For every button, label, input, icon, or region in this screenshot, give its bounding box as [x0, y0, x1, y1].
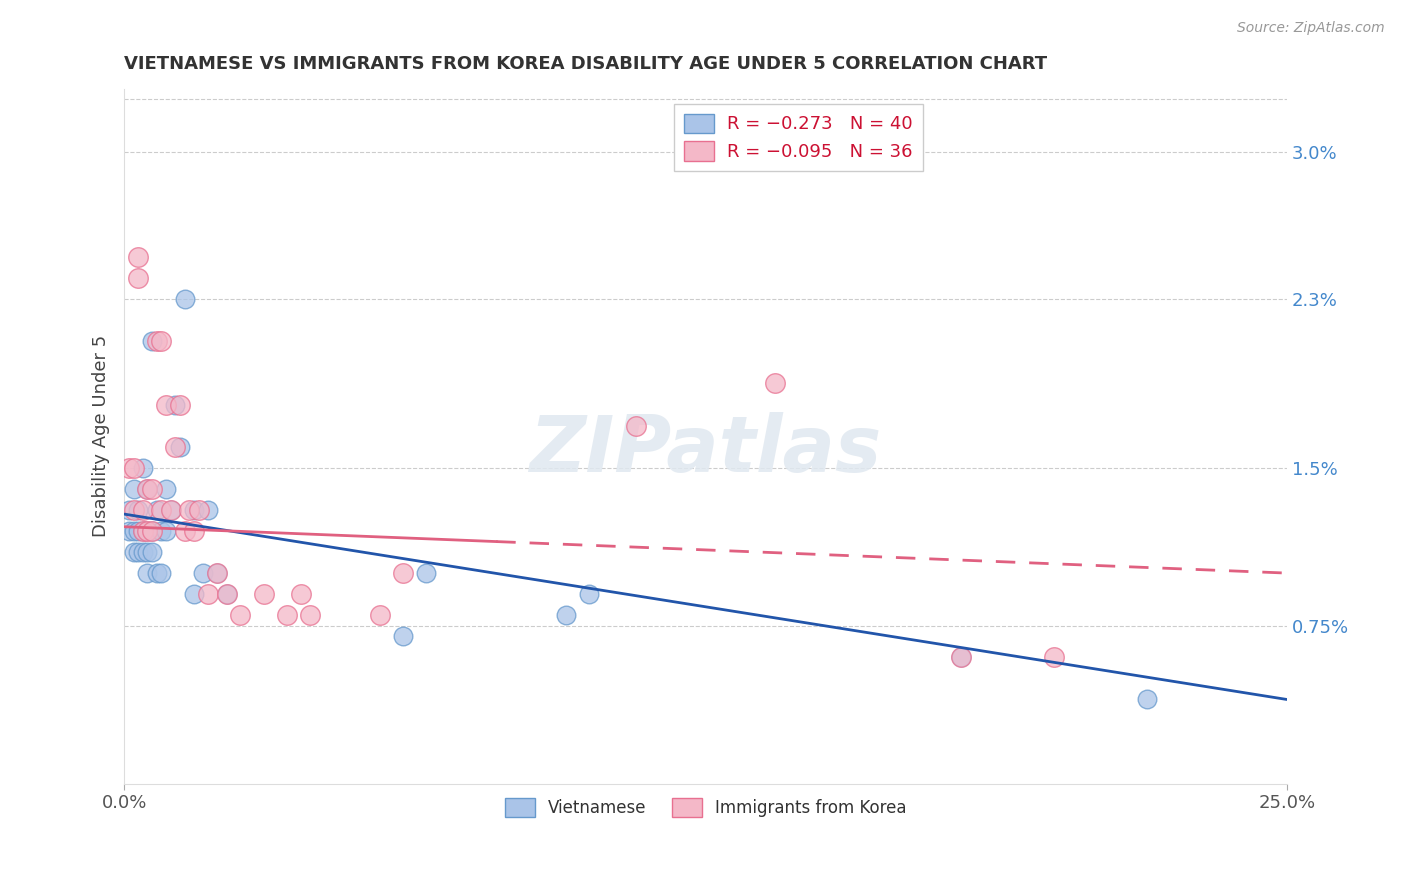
Point	[141, 524, 163, 538]
Point	[290, 587, 312, 601]
Point	[118, 503, 141, 517]
Point	[118, 460, 141, 475]
Point	[159, 503, 181, 517]
Point	[127, 503, 149, 517]
Point	[132, 460, 155, 475]
Legend: Vietnamese, Immigrants from Korea: Vietnamese, Immigrants from Korea	[498, 791, 912, 824]
Point	[122, 460, 145, 475]
Point	[207, 566, 229, 580]
Point	[136, 524, 159, 538]
Point	[146, 503, 169, 517]
Point	[127, 524, 149, 538]
Point	[183, 587, 205, 601]
Point	[127, 250, 149, 264]
Point	[1043, 650, 1066, 665]
Point	[132, 524, 155, 538]
Point	[136, 545, 159, 559]
Point	[136, 524, 159, 538]
Point	[165, 440, 187, 454]
Point	[127, 271, 149, 285]
Point	[141, 482, 163, 496]
Point	[136, 482, 159, 496]
Point	[136, 566, 159, 580]
Point	[950, 650, 973, 665]
Point	[150, 503, 173, 517]
Point	[299, 608, 322, 623]
Point	[122, 524, 145, 538]
Point	[197, 587, 219, 601]
Point	[141, 545, 163, 559]
Point	[169, 398, 191, 412]
Point	[132, 503, 155, 517]
Y-axis label: Disability Age Under 5: Disability Age Under 5	[93, 335, 110, 537]
Point	[136, 482, 159, 496]
Point	[146, 566, 169, 580]
Point	[187, 503, 209, 517]
Point	[173, 524, 195, 538]
Point	[193, 566, 215, 580]
Point	[132, 545, 155, 559]
Point	[555, 608, 578, 623]
Point	[169, 440, 191, 454]
Point	[118, 524, 141, 538]
Point	[578, 587, 600, 601]
Point	[155, 482, 177, 496]
Point	[146, 334, 169, 349]
Point	[179, 503, 201, 517]
Point	[165, 398, 187, 412]
Point	[155, 524, 177, 538]
Point	[276, 608, 298, 623]
Point	[207, 566, 229, 580]
Point	[229, 608, 252, 623]
Point	[132, 524, 155, 538]
Point	[150, 566, 173, 580]
Point	[122, 482, 145, 496]
Text: VIETNAMESE VS IMMIGRANTS FROM KOREA DISABILITY AGE UNDER 5 CORRELATION CHART: VIETNAMESE VS IMMIGRANTS FROM KOREA DISA…	[124, 55, 1047, 73]
Point	[624, 418, 647, 433]
Point	[392, 629, 415, 643]
Point	[183, 524, 205, 538]
Point	[392, 566, 415, 580]
Point	[1136, 692, 1159, 706]
Point	[127, 545, 149, 559]
Point	[415, 566, 437, 580]
Point	[183, 503, 205, 517]
Point	[215, 587, 238, 601]
Point	[173, 292, 195, 306]
Point	[141, 334, 163, 349]
Point	[197, 503, 219, 517]
Point	[368, 608, 391, 623]
Point	[215, 587, 238, 601]
Point	[763, 376, 786, 391]
Point	[122, 545, 145, 559]
Point	[159, 503, 181, 517]
Text: Source: ZipAtlas.com: Source: ZipAtlas.com	[1237, 21, 1385, 35]
Text: ZIPatlas: ZIPatlas	[530, 412, 882, 488]
Point	[155, 398, 177, 412]
Point	[141, 524, 163, 538]
Point	[122, 503, 145, 517]
Point	[950, 650, 973, 665]
Point	[253, 587, 276, 601]
Point	[150, 524, 173, 538]
Point	[150, 334, 173, 349]
